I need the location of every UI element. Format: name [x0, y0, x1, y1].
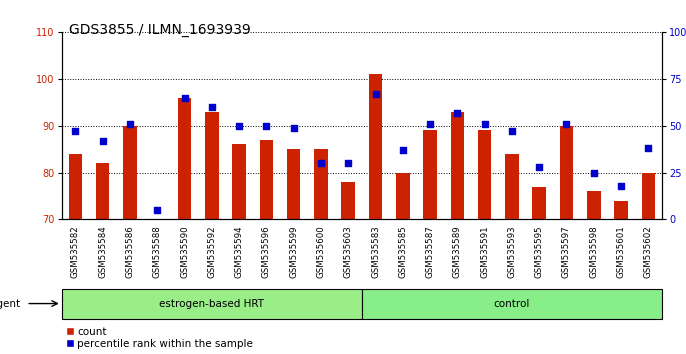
- Bar: [314, 149, 328, 219]
- Point: [370, 91, 381, 97]
- Point: [234, 123, 245, 129]
- Point: [343, 160, 354, 166]
- Bar: [69, 154, 82, 219]
- Bar: [396, 173, 410, 219]
- Point: [152, 207, 163, 213]
- Bar: [62, 289, 362, 319]
- Point: [479, 121, 490, 127]
- Point: [452, 110, 463, 115]
- Point: [561, 121, 572, 127]
- Bar: [259, 140, 273, 219]
- Point: [506, 129, 517, 134]
- Bar: [123, 126, 137, 219]
- Bar: [205, 112, 219, 219]
- Bar: [233, 144, 246, 219]
- Bar: [587, 192, 601, 219]
- Point: [615, 183, 626, 189]
- Point: [534, 164, 545, 170]
- Bar: [368, 74, 382, 219]
- Point: [316, 160, 327, 166]
- Bar: [478, 130, 491, 219]
- Point: [97, 138, 108, 143]
- Bar: [287, 149, 300, 219]
- Bar: [451, 112, 464, 219]
- Bar: [96, 163, 110, 219]
- Text: estrogen-based HRT: estrogen-based HRT: [159, 298, 264, 309]
- Point: [206, 104, 217, 110]
- Bar: [560, 126, 573, 219]
- Text: control: control: [494, 298, 530, 309]
- Point: [70, 129, 81, 134]
- Legend: count, percentile rank within the sample: count, percentile rank within the sample: [67, 327, 253, 349]
- Text: GDS3855 / ILMN_1693939: GDS3855 / ILMN_1693939: [69, 23, 250, 37]
- Point: [261, 123, 272, 129]
- Point: [643, 145, 654, 151]
- Bar: [532, 187, 546, 219]
- Point: [425, 121, 436, 127]
- Point: [288, 125, 299, 130]
- Bar: [505, 154, 519, 219]
- Bar: [614, 201, 628, 219]
- Bar: [641, 173, 655, 219]
- Text: agent: agent: [0, 298, 21, 309]
- Bar: [178, 98, 191, 219]
- Point: [397, 147, 408, 153]
- Bar: [362, 289, 662, 319]
- Point: [124, 121, 135, 127]
- Bar: [423, 130, 437, 219]
- Point: [179, 95, 190, 101]
- Point: [589, 170, 600, 175]
- Bar: [342, 182, 355, 219]
